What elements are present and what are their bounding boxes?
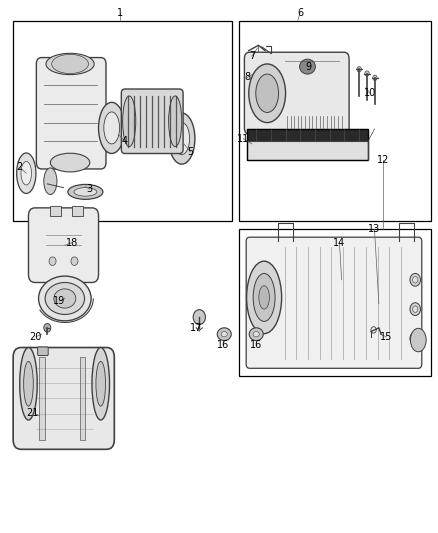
- Ellipse shape: [123, 96, 136, 147]
- Text: 16: 16: [217, 341, 230, 350]
- Ellipse shape: [24, 361, 33, 406]
- Text: 21: 21: [27, 408, 39, 418]
- Ellipse shape: [104, 112, 120, 144]
- Text: 12: 12: [377, 155, 389, 165]
- Ellipse shape: [44, 168, 57, 195]
- Ellipse shape: [74, 188, 97, 196]
- Bar: [239, 21, 431, 221]
- Ellipse shape: [410, 303, 420, 316]
- Ellipse shape: [52, 54, 88, 74]
- Ellipse shape: [193, 310, 205, 325]
- Text: 7: 7: [249, 51, 255, 61]
- Text: 19: 19: [53, 296, 65, 306]
- Ellipse shape: [410, 328, 426, 352]
- Ellipse shape: [169, 113, 195, 164]
- Text: 3: 3: [87, 184, 93, 194]
- FancyBboxPatch shape: [38, 347, 48, 356]
- Ellipse shape: [413, 277, 418, 283]
- Text: 9: 9: [306, 62, 312, 71]
- Ellipse shape: [247, 261, 282, 334]
- Circle shape: [357, 67, 361, 72]
- Ellipse shape: [221, 332, 227, 337]
- Bar: [80, 357, 85, 440]
- Circle shape: [49, 257, 56, 265]
- FancyBboxPatch shape: [36, 58, 106, 169]
- Ellipse shape: [17, 153, 36, 193]
- Bar: [247, 141, 368, 160]
- Ellipse shape: [50, 154, 90, 172]
- Bar: [72, 206, 83, 216]
- Circle shape: [365, 71, 369, 76]
- Text: 2: 2: [17, 163, 23, 172]
- FancyBboxPatch shape: [121, 89, 183, 154]
- Ellipse shape: [174, 123, 190, 155]
- Bar: [247, 129, 368, 160]
- FancyBboxPatch shape: [244, 52, 349, 134]
- Ellipse shape: [253, 332, 259, 337]
- Text: 5: 5: [187, 147, 194, 157]
- FancyBboxPatch shape: [28, 208, 99, 282]
- Ellipse shape: [249, 328, 263, 341]
- Ellipse shape: [410, 332, 420, 345]
- Ellipse shape: [249, 64, 286, 123]
- Ellipse shape: [413, 306, 418, 312]
- Ellipse shape: [92, 348, 110, 420]
- Text: 17: 17: [190, 323, 202, 333]
- Ellipse shape: [45, 282, 85, 314]
- Ellipse shape: [20, 348, 37, 420]
- FancyBboxPatch shape: [13, 348, 114, 449]
- Ellipse shape: [259, 286, 269, 309]
- Ellipse shape: [99, 102, 125, 154]
- Ellipse shape: [54, 289, 76, 308]
- Ellipse shape: [46, 53, 94, 75]
- Text: 11: 11: [237, 134, 249, 143]
- Ellipse shape: [256, 74, 279, 112]
- Ellipse shape: [217, 328, 231, 341]
- Ellipse shape: [96, 361, 106, 406]
- Text: 13: 13: [368, 224, 381, 234]
- Bar: [247, 129, 368, 141]
- Bar: [39, 357, 45, 440]
- Ellipse shape: [21, 161, 32, 185]
- Text: 10: 10: [364, 88, 376, 98]
- Ellipse shape: [68, 184, 103, 199]
- Text: 18: 18: [66, 238, 78, 247]
- Ellipse shape: [253, 273, 275, 321]
- Ellipse shape: [410, 273, 420, 286]
- Text: 6: 6: [297, 8, 303, 18]
- Text: 8: 8: [244, 72, 251, 82]
- Ellipse shape: [413, 335, 418, 342]
- FancyBboxPatch shape: [246, 237, 422, 368]
- Ellipse shape: [169, 96, 182, 147]
- Ellipse shape: [39, 276, 91, 321]
- Bar: [239, 229, 431, 376]
- Ellipse shape: [300, 59, 315, 74]
- Circle shape: [71, 257, 78, 265]
- Text: 20: 20: [30, 332, 42, 342]
- Text: 4: 4: [122, 136, 128, 146]
- Text: 14: 14: [333, 238, 346, 247]
- Bar: [50, 206, 61, 216]
- Ellipse shape: [44, 324, 51, 332]
- Text: 1: 1: [117, 8, 124, 18]
- Text: 15: 15: [380, 332, 392, 342]
- Circle shape: [373, 75, 377, 80]
- Bar: [13, 21, 232, 221]
- Text: 16: 16: [250, 341, 262, 350]
